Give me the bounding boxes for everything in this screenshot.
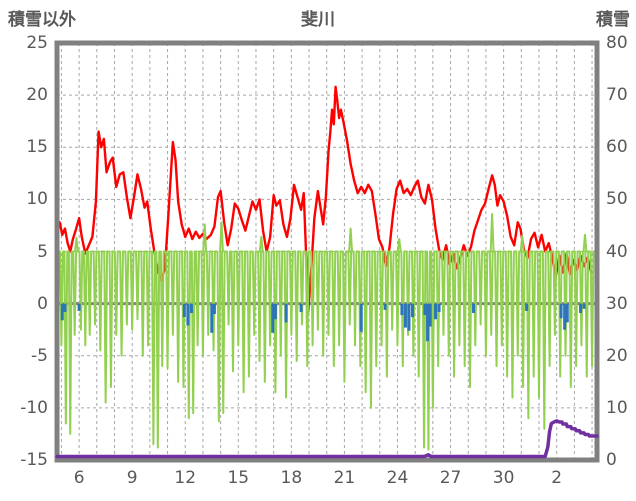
precipitation-bars-bar [525, 303, 529, 311]
x-tick-label: 24 [386, 468, 409, 488]
right-tick-label: 30 [606, 293, 628, 314]
precipitation-bars-bar [403, 303, 407, 328]
left-tick-label: 0 [37, 293, 48, 314]
x-tick-label: 27 [439, 468, 462, 488]
left-axis-title: 積雪以外 [8, 10, 76, 30]
precipitation-bars-bar [434, 303, 438, 320]
right-tick-label: 50 [606, 189, 628, 210]
precipitation-bars-bar [383, 303, 387, 310]
precipitation-bars-bar [559, 303, 563, 319]
right-tick-label: 60 [606, 137, 628, 158]
plot-border [54, 40, 600, 463]
precipitation-bars-bar [271, 303, 275, 333]
precipitation-bars-bar [563, 303, 567, 330]
left-tick-label: 5 [37, 241, 48, 262]
right-tick-label: 40 [606, 241, 628, 262]
x-tick-label: 15 [227, 468, 250, 488]
right-tick-label: 80 [606, 33, 628, 53]
precipitation-bars-bar [423, 303, 427, 316]
precipitation-bars-bar [359, 303, 363, 332]
snow-depth-line [55, 419, 599, 459]
precipitation-bars-bar [63, 303, 67, 312]
x-tick-label: 30 [492, 468, 515, 488]
x-tick-label: 21 [333, 468, 356, 488]
left-tick-label: 25 [26, 33, 48, 53]
precipitation-bars-bar [407, 303, 411, 331]
right-axis-title: 積雪 [596, 10, 630, 30]
precipitation-bars-bar [77, 303, 81, 311]
oscillating-line [56, 212, 598, 451]
precipitation-bars-bar [210, 303, 214, 333]
precipitation-bars-bar [284, 303, 288, 323]
left-tick-label: 10 [26, 189, 48, 210]
right-tick-label: 70 [606, 85, 628, 106]
x-tick-label: 6 [73, 468, 85, 488]
precipitation-bars-bar [437, 303, 441, 312]
precipitation-bars-bar [212, 303, 216, 315]
precipitation-bars-bar [472, 303, 476, 314]
precipitation-bars-bar [273, 303, 277, 320]
right-tick-label: 10 [606, 397, 628, 418]
left-tick-label: 15 [26, 137, 48, 158]
precipitation-bars-bar [186, 303, 190, 326]
precipitation-bars-bar [565, 303, 569, 323]
x-tick-label: 18 [280, 468, 303, 488]
precipitation-bars-bar [582, 303, 586, 309]
left-tick-label: -10 [20, 397, 48, 418]
chart-title: 斐川 [301, 10, 335, 30]
precipitation-bars-bar [579, 303, 583, 314]
x-tick-label: 2 [551, 468, 563, 488]
right-tick-label: 20 [606, 345, 628, 366]
left-tick-label: -15 [20, 450, 48, 470]
left-tick-label: 20 [26, 85, 48, 106]
precipitation-bars-bar [411, 303, 415, 318]
x-tick-label: 9 [126, 468, 138, 488]
precipitation-bars-bar [428, 303, 432, 327]
precipitation-bars-bar [182, 303, 186, 318]
temperature-line [55, 85, 593, 314]
precipitation-bars-bar [400, 303, 404, 316]
precipitation-bars-bar [299, 303, 303, 312]
precipitation-bars-bar [189, 303, 193, 314]
precipitation-bars-bar [426, 303, 430, 342]
x-tick-label: 12 [174, 468, 197, 488]
right-tick-label: 0 [606, 450, 617, 470]
left-tick-label: -5 [31, 345, 48, 366]
precipitation-bars-bar [60, 303, 64, 321]
